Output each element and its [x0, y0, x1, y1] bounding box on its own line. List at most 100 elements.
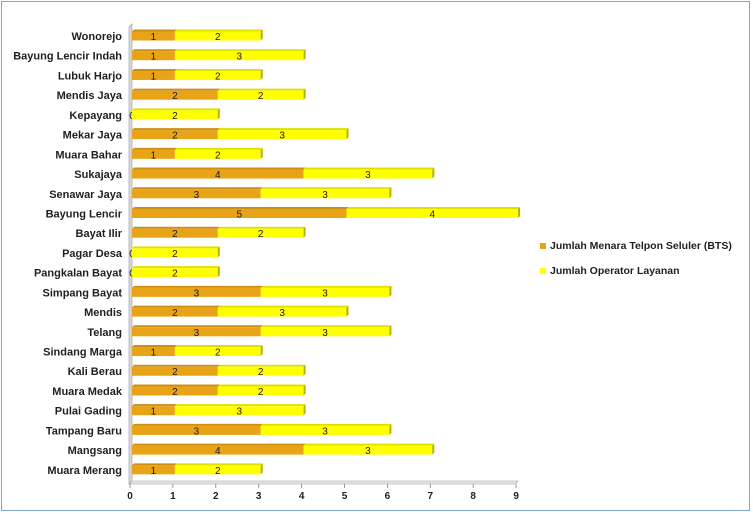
bar-segment	[132, 110, 218, 120]
data-label: 3	[365, 170, 371, 181]
data-label: 1	[151, 150, 157, 161]
bar-segment	[132, 366, 218, 376]
bar-side-face	[346, 305, 349, 317]
data-label: 4	[430, 209, 436, 220]
bar-segment	[217, 90, 304, 100]
category-label: Sukajaya	[74, 169, 123, 181]
bar-side-face	[389, 325, 392, 337]
bar-segment	[217, 366, 304, 376]
bar-top-face	[132, 49, 177, 52]
category-label: Tampang Baru	[46, 425, 122, 437]
x-tick-label: 5	[342, 491, 348, 502]
data-label: 3	[279, 308, 285, 319]
bar-segment	[132, 406, 175, 416]
data-label: 4	[215, 170, 221, 181]
bar-top-face	[217, 88, 306, 91]
category-label: Wonorejo	[71, 31, 122, 43]
category-label: Mekar Jaya	[63, 130, 123, 142]
category-label: Kali Berau	[68, 366, 122, 378]
bar-segment	[132, 169, 304, 179]
chart-floor	[128, 480, 519, 485]
bar-top-face	[303, 167, 435, 170]
bar-segment	[132, 425, 261, 435]
category-label: Lubuk Harjo	[58, 70, 122, 82]
bar-top-face	[217, 305, 349, 308]
data-label: 3	[194, 190, 200, 201]
category-label: Pagar Desa	[62, 248, 123, 260]
bar-top-face	[132, 285, 263, 288]
data-label: 2	[258, 229, 264, 240]
bar-segment	[132, 130, 218, 140]
bar-top-face	[132, 147, 177, 150]
bar-segment	[132, 386, 218, 396]
bar-segment	[260, 287, 390, 297]
bar-side-face	[389, 423, 392, 435]
data-label: 2	[172, 367, 178, 378]
bar-segment	[132, 287, 261, 297]
data-label: 2	[172, 387, 178, 398]
category-label: Sindang Marga	[43, 347, 123, 359]
bar-top-face	[132, 187, 263, 190]
data-label: 1	[151, 407, 157, 418]
data-label: 2	[258, 367, 264, 378]
x-tick-label: 6	[385, 491, 391, 502]
bar-top-face	[132, 404, 177, 407]
bar-top-face	[132, 226, 220, 229]
bar-segment	[174, 31, 261, 41]
bar-top-face	[132, 364, 220, 367]
bar-top-face	[346, 206, 521, 209]
bar-top-face	[132, 463, 177, 466]
data-label: 3	[236, 407, 242, 418]
bar-segment	[132, 149, 175, 159]
category-label: Bayat Ilir	[76, 228, 123, 240]
bar-segment	[346, 208, 519, 218]
data-label: 2	[215, 71, 221, 82]
bar-top-face	[132, 167, 306, 170]
data-label: 1	[151, 348, 157, 359]
bar-segment	[132, 248, 218, 258]
x-tick-label: 8	[470, 491, 476, 502]
data-label: 1	[151, 466, 157, 477]
bar-side-face	[518, 206, 521, 218]
bar-segment	[132, 327, 261, 337]
category-label: Pangkalan Bayat	[34, 268, 122, 280]
bar-segment	[132, 347, 175, 357]
data-label: 3	[322, 426, 328, 437]
bar-top-face	[217, 384, 306, 387]
bar-segment	[132, 189, 261, 199]
bar-side-face	[260, 463, 263, 475]
bar-top-face	[217, 128, 349, 131]
data-label: 2	[258, 91, 264, 102]
bar-side-face	[346, 128, 349, 140]
bar-top-face	[132, 29, 177, 32]
bar-side-face	[260, 68, 263, 80]
bar-segment	[303, 445, 433, 455]
x-tick-label: 7	[428, 491, 434, 502]
bar-segment	[260, 327, 390, 337]
bar-top-face	[260, 423, 392, 426]
bar-top-face	[303, 443, 435, 446]
category-label: Bayung Lencir Indah	[13, 51, 122, 63]
bar-segment	[132, 90, 218, 100]
bar-top-face	[174, 404, 306, 407]
x-tick-label: 3	[256, 491, 262, 502]
data-label: 2	[172, 91, 178, 102]
bar-top-face	[132, 108, 220, 111]
x-tick-label: 2	[213, 491, 219, 502]
bar-segment	[174, 51, 304, 61]
bar-top-face	[174, 345, 263, 348]
category-label: Muara Bahar	[55, 149, 122, 161]
data-label: 4	[215, 446, 221, 457]
data-label: 3	[236, 52, 242, 63]
data-label: 3	[365, 446, 371, 457]
bar-side-face	[303, 404, 306, 416]
data-label: 2	[172, 249, 178, 260]
bar-side-face	[303, 384, 306, 396]
bar-top-face	[174, 49, 306, 52]
bar-segment	[132, 268, 218, 278]
category-label: Senawar Jaya	[49, 189, 123, 201]
bar-side-face	[260, 345, 263, 357]
bar-segment	[132, 445, 304, 455]
x-tick-label: 4	[299, 491, 305, 502]
bar-top-face	[174, 147, 263, 150]
